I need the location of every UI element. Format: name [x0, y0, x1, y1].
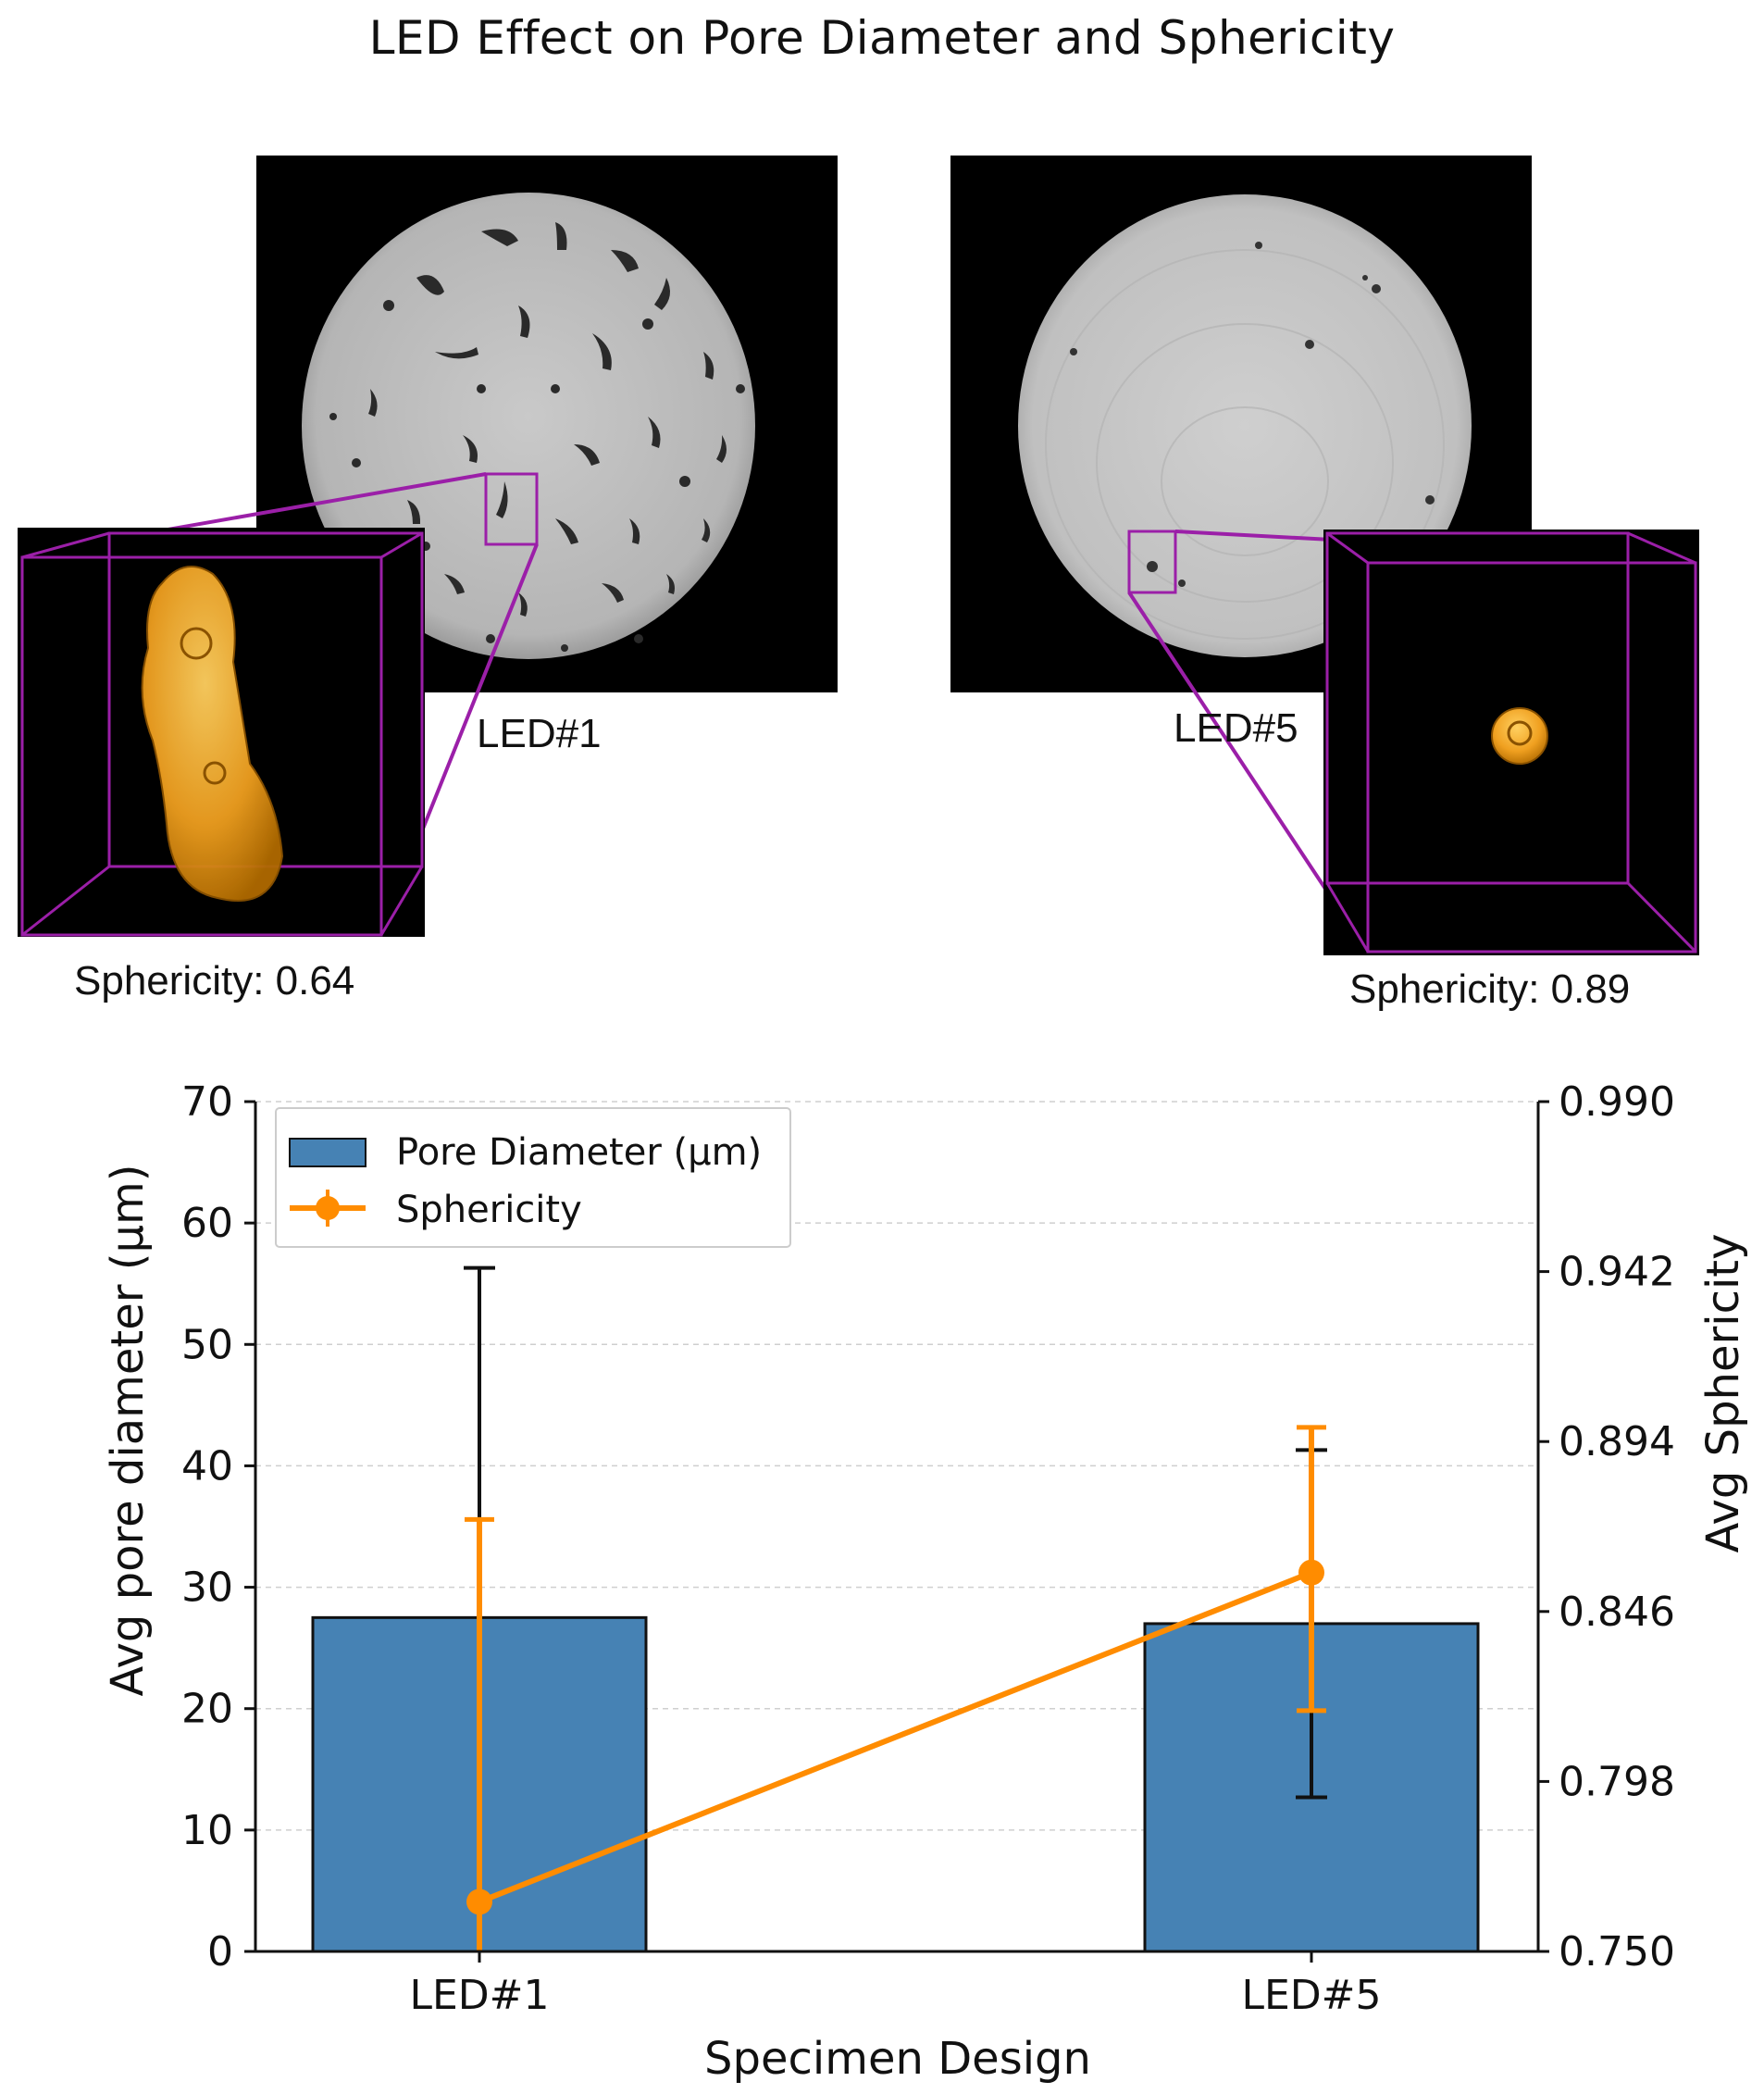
y2-tick-label: 0.798 [1559, 1758, 1675, 1805]
x-tick-label: LED#1 [409, 1972, 549, 2019]
elongated-pore-render [141, 566, 284, 902]
y-tick-label: 10 [181, 1807, 233, 1854]
legend-swatch-line [290, 1190, 366, 1227]
legend-label-bar: Pore Diameter (µm) [396, 1131, 762, 1174]
pore-defects-led1 [329, 222, 745, 652]
inset-caption-led1: Sphericity: 0.64 [74, 958, 355, 1003]
y-tick-label: 50 [181, 1321, 233, 1368]
legend-line-marker [316, 1196, 340, 1220]
sphericity-series [465, 1425, 1326, 1951]
sphericity-point-led5 [1298, 1559, 1324, 1586]
y-tick-label: 20 [181, 1686, 233, 1733]
panel-label-led5: LED#5 [1174, 705, 1298, 751]
y-tick-label: 40 [181, 1442, 233, 1489]
y-tick-label: 60 [181, 1200, 233, 1247]
figure-title: LED Effect on Pore Diameter and Spherici… [368, 11, 1396, 65]
legend-swatch-bar [289, 1138, 366, 1167]
y2-axis-label: Avg Sphericity [1697, 1233, 1749, 1552]
sphericity-point-led1 [466, 1888, 492, 1915]
y2-tick-label: 0.846 [1559, 1589, 1675, 1636]
ct-scan-panels [18, 156, 1699, 955]
axes: 0 10 20 30 40 50 60 70 0.750 0.798 0.846 0.894 0.942… [181, 1078, 1675, 2019]
pore-inset-led1 [18, 472, 539, 937]
y2-tick-label: 0.750 [1559, 1928, 1675, 1976]
inset-caption-led5: Sphericity: 0.89 [1349, 966, 1631, 1012]
panel-label-led1: LED#1 [477, 711, 602, 756]
y-tick-label: 0 [207, 1928, 233, 1976]
spherical-pore-render [1491, 707, 1548, 765]
y2-tick-label: 0.894 [1559, 1418, 1675, 1465]
y-tick-label: 30 [181, 1564, 233, 1612]
legend: Pore Diameter (µm) Sphericity [275, 1107, 791, 1248]
x-axis-label: Specimen Design [704, 2033, 1091, 2085]
x-tick-label: LED#5 [1241, 1972, 1381, 2019]
y2-tick-label: 0.942 [1559, 1249, 1675, 1296]
pore-inset-led5 [1127, 530, 1699, 955]
pore-defects-led5 [1070, 242, 1435, 587]
y-axis-label: Avg pore diameter (µm) [102, 1164, 154, 1696]
y2-tick-label: 0.990 [1559, 1078, 1675, 1126]
legend-label-line: Sphericity [396, 1189, 582, 1231]
sphericity-line [478, 1569, 1313, 1905]
y-tick-label: 70 [181, 1078, 233, 1126]
